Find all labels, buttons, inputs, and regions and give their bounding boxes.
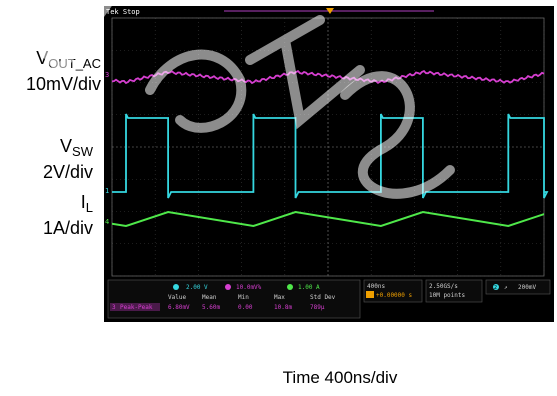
trigger-pos-value: +0.00000 s xyxy=(376,292,413,299)
ch2-badge-icon xyxy=(173,284,179,290)
trigger-ch: 2 xyxy=(494,285,497,291)
il-scale: 1A/div xyxy=(42,218,93,238)
il-label: IL 1A/div xyxy=(0,192,93,238)
vsw-label-main: V xyxy=(60,136,73,156)
trigger-ch-icon xyxy=(493,284,499,290)
trigger-box xyxy=(485,279,551,295)
vout-scale: 10mV/div xyxy=(25,74,101,94)
timebase-value: 400ns xyxy=(367,283,385,290)
meas-stddev: 789µ xyxy=(310,304,325,311)
sample-rate: 2.50GS/s xyxy=(429,283,458,290)
meas-header-min: Min xyxy=(238,294,249,301)
ch2-setting: 2.00 V xyxy=(186,284,208,291)
vout-label-main: V xyxy=(36,48,49,68)
trigger-pos-icon xyxy=(366,291,374,298)
trigger-level: 200mV xyxy=(518,284,536,291)
vout-label: VOUT_AC 10mV/div xyxy=(0,48,101,94)
meas-mean: 5.60m xyxy=(202,304,220,311)
trigger-slope-icon: ↗ xyxy=(504,284,508,291)
meas-header-max: Max xyxy=(274,294,285,301)
meas-header-value: Value xyxy=(168,294,186,301)
ch3-setting: 10.0mV% xyxy=(236,284,262,291)
vout-label-sub: OUT_AC xyxy=(48,56,101,71)
record-length: 10M points xyxy=(429,292,466,299)
ch3-badge-icon xyxy=(225,284,231,290)
timebase-box xyxy=(363,279,423,303)
info-panel: 2.00 V 10.0mV% 1.00 A Value Mean Min Max… xyxy=(107,279,551,319)
scope-plot: Tek Stop 3 1 4 2.00 V 10.0mV% 1.00 A Val… xyxy=(104,6,554,322)
vsw-scale: 2V/div xyxy=(42,162,93,182)
meas-max: 10.8m xyxy=(274,304,292,311)
time-scale-label: Time 400ns/div xyxy=(282,368,398,387)
ch4-setting: 1.00 A xyxy=(298,284,320,291)
vsw-label: VSW 2V/div xyxy=(0,136,93,182)
ch4-badge-icon xyxy=(287,284,293,290)
meas-header-stddev: Std Dev xyxy=(310,294,336,301)
meas-value: 6.80mV xyxy=(168,304,190,311)
vsw-label-sub: SW xyxy=(72,144,93,159)
il-label-main: I xyxy=(80,192,86,212)
meas-min: 0.00 xyxy=(238,304,253,311)
meas-row-name: Peak-Peak xyxy=(120,304,153,311)
acquisition-box xyxy=(425,279,483,303)
ch4-marker: 4 xyxy=(105,218,109,226)
trigger-position-icon xyxy=(326,8,334,14)
meas-header-mean: Mean xyxy=(202,294,217,301)
il-trace xyxy=(112,210,544,228)
status-text: Tek Stop xyxy=(106,8,140,16)
ch1-marker: 1 xyxy=(105,187,109,195)
meas-row-label-box xyxy=(110,303,160,311)
meas-row-ch: 3 xyxy=(112,304,116,311)
scope-background xyxy=(104,6,554,322)
ch3-marker: 3 xyxy=(105,71,109,79)
graticule xyxy=(111,17,545,277)
oscilloscope-screen: Tek Stop 3 1 4 2.00 V 10.0mV% 1.00 A Val… xyxy=(104,6,554,322)
watermark-stroke-5 xyxy=(0,245,75,355)
il-label-sub: L xyxy=(85,200,93,215)
settings-box xyxy=(107,279,361,319)
